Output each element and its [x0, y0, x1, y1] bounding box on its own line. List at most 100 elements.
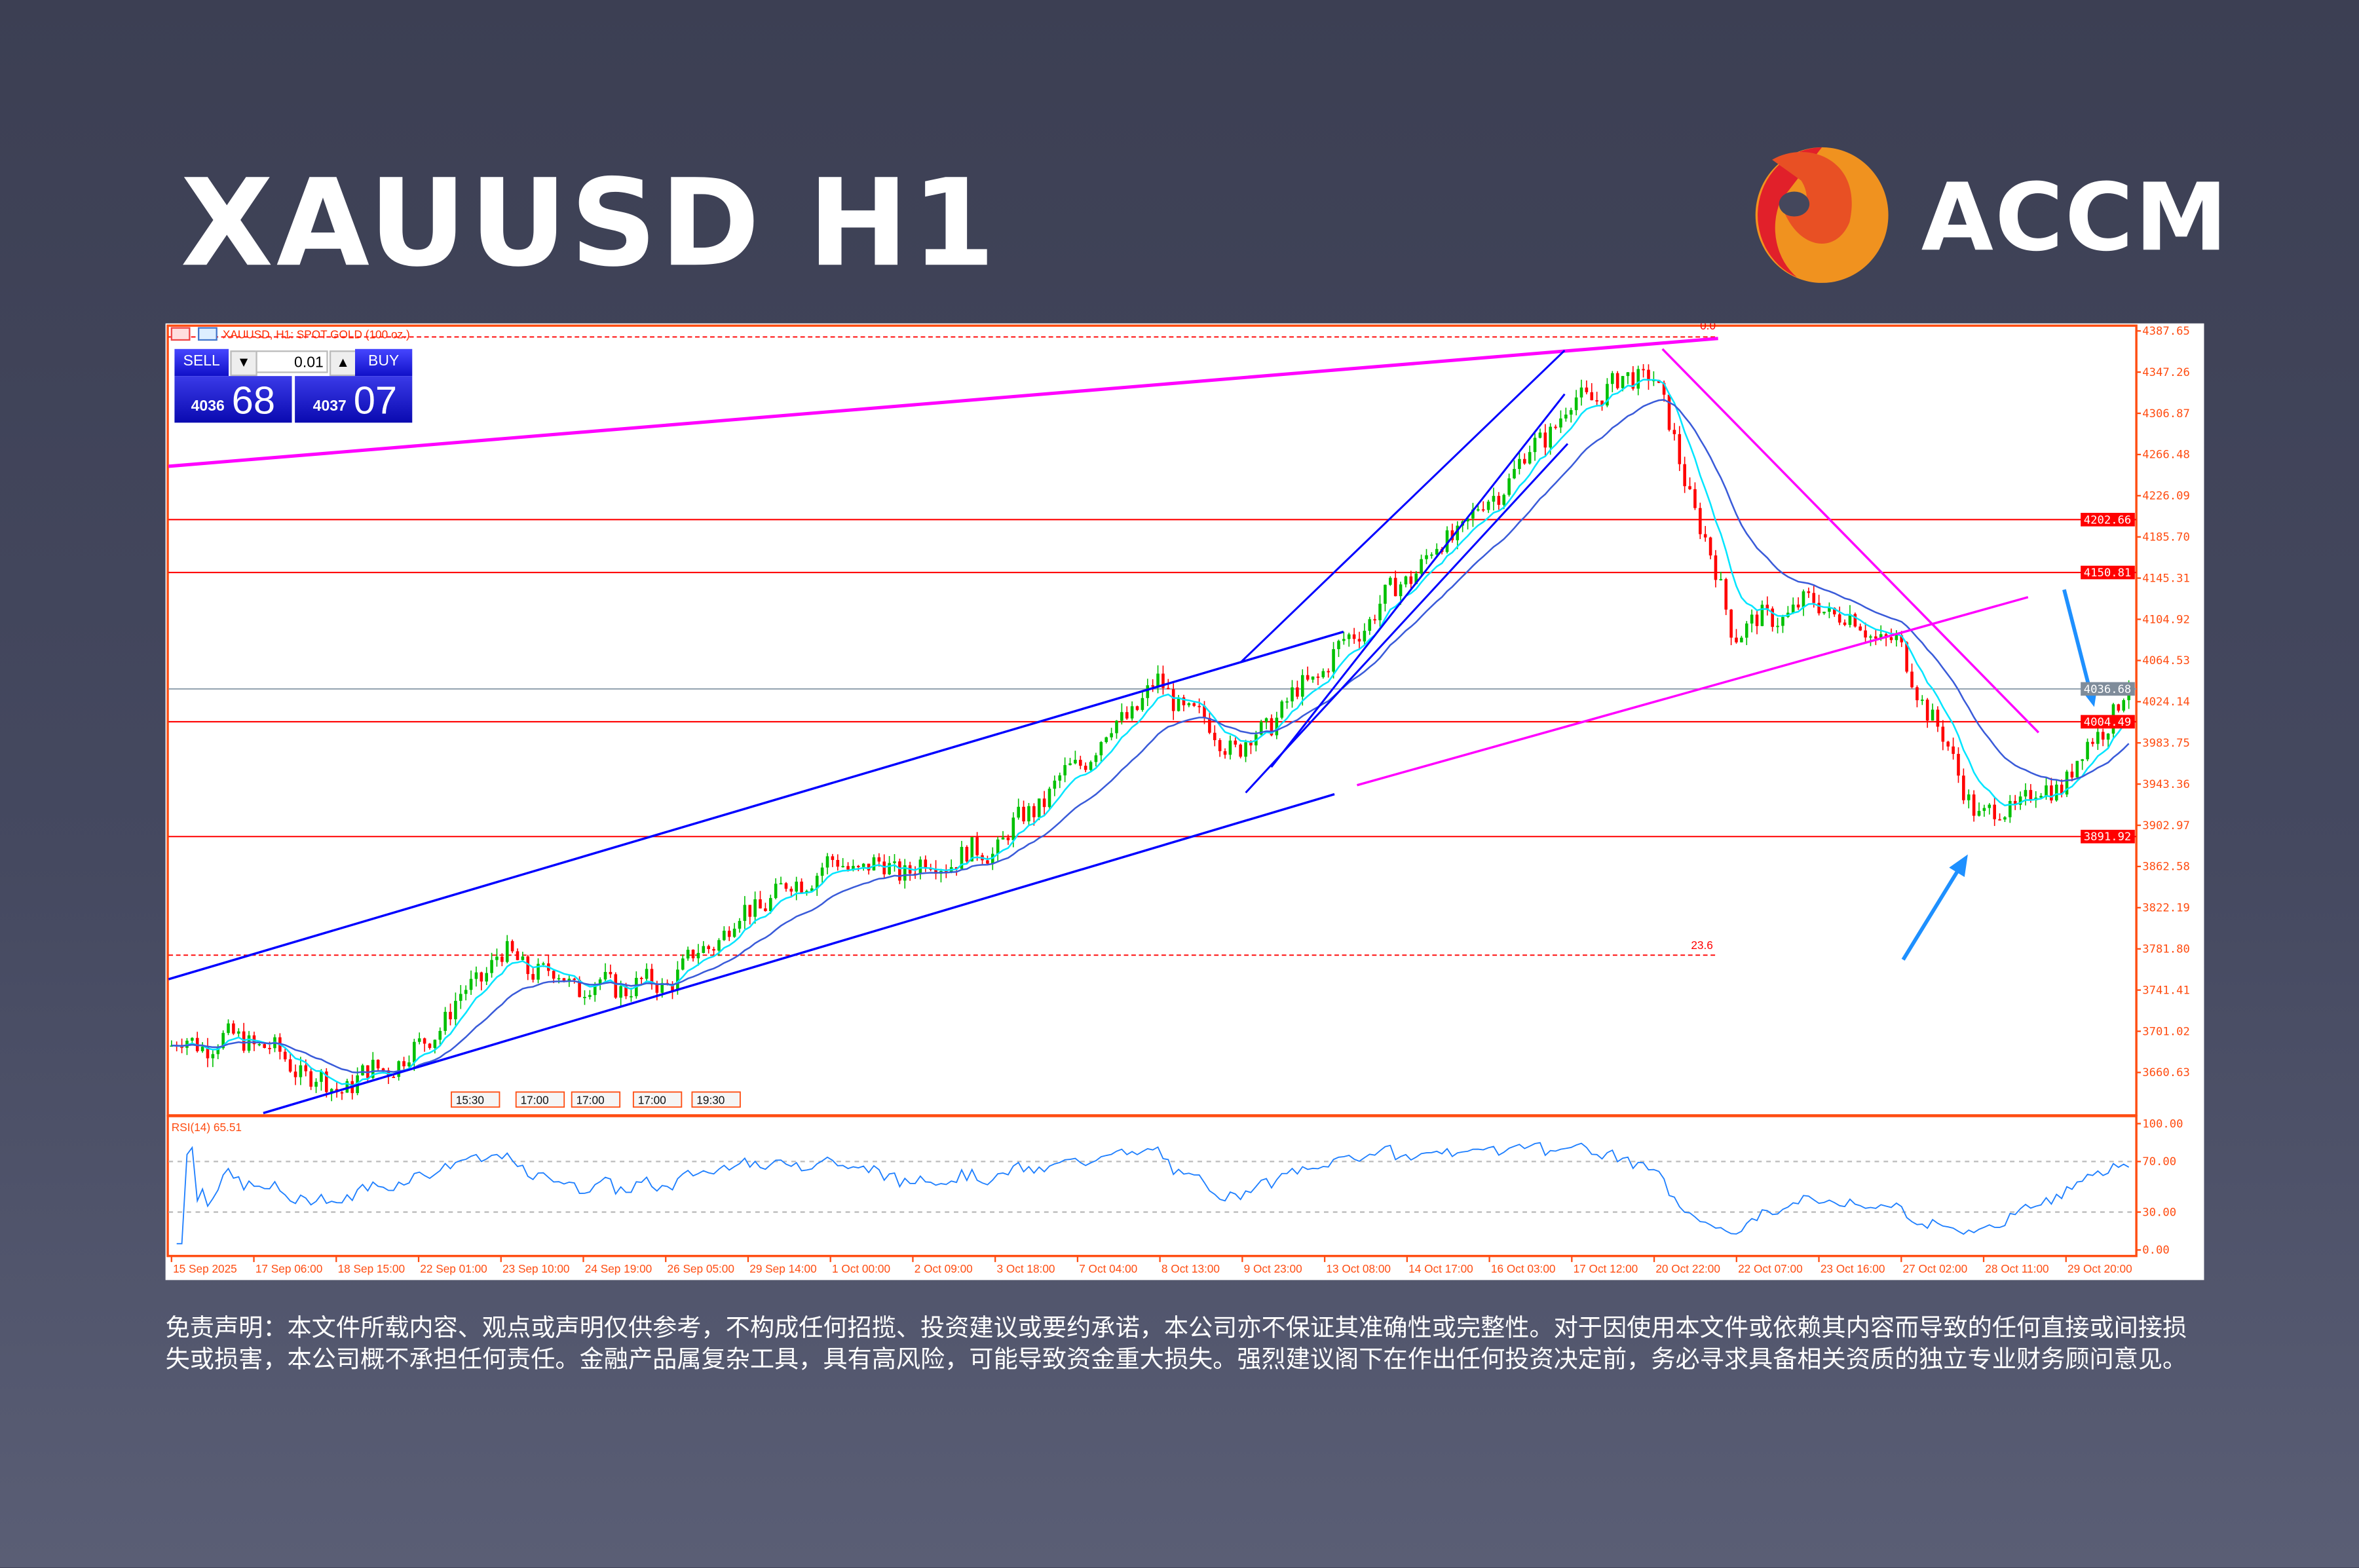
candle: [1931, 703, 1934, 721]
candle: [1683, 457, 1686, 493]
candle: [1182, 694, 1186, 712]
candle-body: [1642, 369, 1645, 371]
candle: [464, 985, 468, 1001]
candle-body: [1239, 744, 1242, 757]
candle: [1032, 803, 1036, 826]
lot-decrease-button[interactable]: ▼: [230, 350, 257, 377]
candle-body: [841, 866, 844, 868]
candle-body: [861, 863, 865, 867]
buy-price[interactable]: 4037 07: [295, 376, 413, 423]
candle: [2096, 726, 2100, 750]
candle: [1626, 372, 1630, 384]
candle-body: [1848, 614, 1852, 625]
candle: [1203, 701, 1206, 724]
candle: [510, 939, 514, 954]
ma-slow-line: [171, 399, 2130, 1073]
candle-body: [1957, 754, 1960, 776]
candle-body: [1678, 434, 1682, 464]
candle: [1585, 380, 1589, 395]
candle-body: [1099, 741, 1103, 756]
candles: [170, 364, 2130, 1102]
candle: [861, 863, 865, 871]
candle-body: [707, 946, 710, 949]
candle-body: [521, 956, 525, 960]
candle-body: [1585, 387, 1589, 392]
candle: [614, 972, 618, 999]
candle-body: [960, 847, 964, 869]
candle-body: [309, 1071, 312, 1087]
candle-body: [1522, 458, 1526, 464]
candle: [340, 1091, 344, 1100]
candle-body: [1998, 819, 2001, 821]
candle: [1094, 753, 1098, 767]
candle-body: [1962, 775, 1965, 800]
candle: [1507, 474, 1511, 497]
candle-body: [748, 905, 752, 917]
candle: [1802, 589, 1805, 616]
candle-body: [1078, 760, 1082, 766]
candle: [1791, 597, 1795, 614]
price-level-label: 4004.49: [2084, 716, 2132, 729]
candle-body: [1384, 584, 1387, 604]
candle: [500, 953, 504, 967]
candle: [841, 858, 844, 868]
candle-body: [1636, 369, 1640, 389]
candle: [686, 946, 690, 961]
candle: [1187, 702, 1191, 707]
candle: [795, 876, 799, 901]
candle: [1234, 737, 1237, 747]
candle-body: [1502, 495, 1506, 505]
candle-body: [325, 1071, 328, 1092]
candle-body: [779, 883, 783, 885]
candle-body: [820, 867, 824, 876]
candle: [309, 1068, 312, 1091]
candle: [2013, 794, 2017, 810]
candle-body: [1110, 733, 1113, 737]
candle: [1564, 407, 1568, 422]
x-tick-label: 17 Oct 12:00: [1574, 1262, 1638, 1275]
lot-increase-button[interactable]: ▲: [329, 350, 357, 377]
candle: [1352, 627, 1356, 644]
candle-body: [1791, 605, 1795, 613]
buy-button[interactable]: BUY: [354, 348, 413, 377]
candle: [1972, 790, 1976, 822]
candle: [2106, 733, 2110, 748]
candle-body: [1208, 718, 1211, 733]
candle-body: [1032, 806, 1036, 817]
candle-body: [1497, 496, 1501, 505]
candle-body: [1306, 675, 1310, 680]
x-tick-label: 29 Oct 20:00: [2067, 1262, 2132, 1275]
sell-button[interactable]: SELL: [174, 348, 229, 377]
price-level-tag: [2081, 565, 2135, 580]
candle-body: [2024, 790, 2028, 797]
lot-size-input[interactable]: 0.01: [255, 350, 328, 373]
chart-panel[interactable]: 4387.65 4347.26 4306.87 4266.48 4226.09 4185.…: [165, 323, 2204, 1280]
candle-body: [1579, 387, 1583, 398]
rsi-tick-label: 30.00: [2142, 1206, 2176, 1219]
candle-body: [1889, 637, 1893, 641]
candle: [1781, 614, 1784, 633]
candle-body: [1053, 780, 1057, 789]
candle: [1936, 706, 1940, 732]
candle-body: [1161, 673, 1165, 688]
chart-caption: XAUUSD, H1: SPOT GOLD (100 oz.): [223, 328, 410, 341]
candle-body: [510, 941, 514, 952]
candle-body: [1393, 578, 1397, 597]
candle: [1135, 705, 1139, 711]
candle: [2054, 779, 2058, 802]
candle-body: [2065, 772, 2069, 794]
candle-body: [1342, 639, 1346, 641]
price-chart[interactable]: 4387.65 4347.26 4306.87 4266.48 4226.09 4185.…: [166, 324, 2204, 1280]
candle-body: [1156, 673, 1160, 687]
candle: [965, 845, 969, 865]
candle-body: [1275, 717, 1279, 736]
candle-body: [1807, 591, 1811, 593]
y-tick-label: 4266.48: [2142, 449, 2190, 462]
candle: [392, 1075, 396, 1078]
candle: [490, 952, 493, 978]
candle-body: [712, 948, 715, 951]
candle-body: [1714, 555, 1718, 580]
candle-body: [877, 857, 881, 862]
candle-body: [681, 958, 685, 970]
sell-price[interactable]: 4036 68: [174, 376, 292, 423]
